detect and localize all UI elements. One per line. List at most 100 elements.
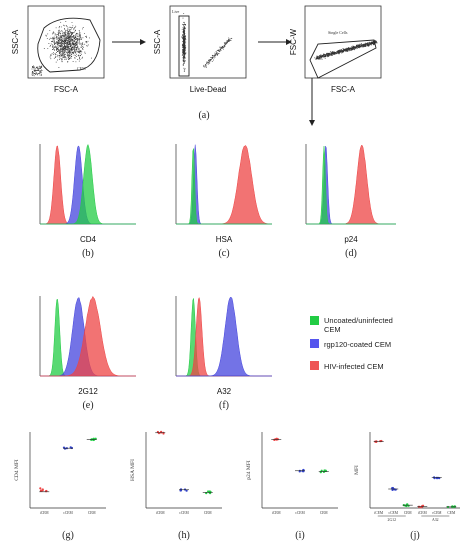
event-dot (56, 37, 58, 39)
event-dot (80, 50, 82, 52)
event-dot (182, 36, 184, 38)
event-dot (82, 42, 84, 44)
event-dot (77, 38, 79, 40)
event-dot (57, 36, 59, 38)
event-dot (56, 34, 58, 35)
event-dot (79, 48, 80, 50)
event-dot (183, 32, 185, 34)
event-dot (230, 38, 232, 39)
event-dot (31, 71, 33, 73)
group-label: 2G12 (388, 518, 397, 522)
event-dot (352, 47, 354, 49)
event-dot (56, 43, 58, 45)
event-dot (183, 33, 185, 35)
event-dot (323, 55, 325, 57)
event-dot (61, 41, 63, 43)
event-dot (184, 35, 186, 37)
event-dot (182, 52, 184, 54)
event-dot (70, 36, 72, 38)
event-dot (71, 33, 73, 35)
event-dot (182, 47, 184, 49)
event-dot (56, 39, 58, 40)
event-dot (205, 66, 207, 68)
event-dot (67, 44, 69, 46)
event-dot (38, 65, 40, 67)
event-dot (68, 34, 70, 35)
event-dot (346, 47, 348, 49)
event-dot (372, 41, 374, 43)
event-dot (67, 46, 69, 48)
event-dot (74, 39, 76, 41)
event-dot (73, 47, 75, 49)
event-dot (67, 39, 69, 41)
event-dot (181, 28, 183, 30)
event-dot (69, 51, 71, 53)
event-dot (183, 57, 185, 59)
gate-label: Live (172, 9, 180, 14)
event-dot (219, 46, 221, 48)
event-dot (68, 58, 70, 60)
event-dot (67, 31, 69, 33)
event-dot (71, 48, 73, 50)
live-gate (178, 15, 190, 77)
event-dot (39, 73, 41, 75)
event-dot (48, 38, 50, 40)
gate-label: CEM (77, 66, 86, 71)
event-dot (329, 51, 331, 53)
cem-gate (37, 17, 101, 73)
panel-caption: (b) (82, 248, 94, 259)
event-dot (182, 60, 184, 62)
event-dot (59, 51, 61, 53)
data-point (453, 505, 456, 508)
event-dot (213, 59, 214, 61)
event-dot (184, 45, 186, 47)
event-dot (342, 48, 344, 50)
event-dot (60, 46, 62, 48)
event-dot (38, 69, 40, 70)
event-dot (183, 61, 185, 63)
event-dot (33, 66, 35, 68)
event-dot (203, 66, 205, 68)
event-dot (71, 56, 73, 57)
event-dot (59, 36, 61, 38)
event-dot (65, 32, 67, 34)
category-label: cCEM (432, 511, 442, 515)
event-dot (185, 41, 187, 43)
event-dot (366, 43, 368, 45)
event-dot (79, 42, 81, 44)
event-dot (348, 47, 350, 49)
event-dot (50, 54, 52, 56)
legend-swatch-red (310, 361, 319, 370)
scatter-cloud (31, 21, 92, 77)
event-dot (215, 53, 217, 55)
event-dot (230, 39, 232, 41)
event-dot (358, 45, 360, 47)
event-dot (184, 37, 186, 38)
event-dot (360, 44, 362, 46)
event-dot (54, 33, 56, 35)
event-dot (345, 50, 347, 52)
event-dot (70, 47, 72, 49)
event-dot (226, 42, 228, 44)
event-dot (72, 61, 74, 62)
event-dot (60, 48, 62, 50)
event-dot (82, 56, 84, 58)
event-dot (59, 38, 60, 40)
event-dot (73, 40, 75, 42)
y-axis-label: CD4 MFI (14, 459, 20, 481)
event-dot (184, 40, 186, 42)
event-dot (65, 53, 67, 55)
category-label: iCEM (156, 511, 166, 515)
data-point (94, 437, 97, 440)
event-dot (55, 34, 57, 36)
event-dot (367, 42, 369, 44)
event-dot (325, 54, 327, 56)
event-dot (77, 51, 79, 53)
event-dot (63, 50, 65, 51)
event-dot (216, 49, 218, 51)
event-dot (56, 48, 58, 50)
event-dot (351, 49, 353, 51)
event-dot (64, 48, 66, 50)
event-dot (73, 47, 75, 49)
event-dot (54, 49, 56, 51)
